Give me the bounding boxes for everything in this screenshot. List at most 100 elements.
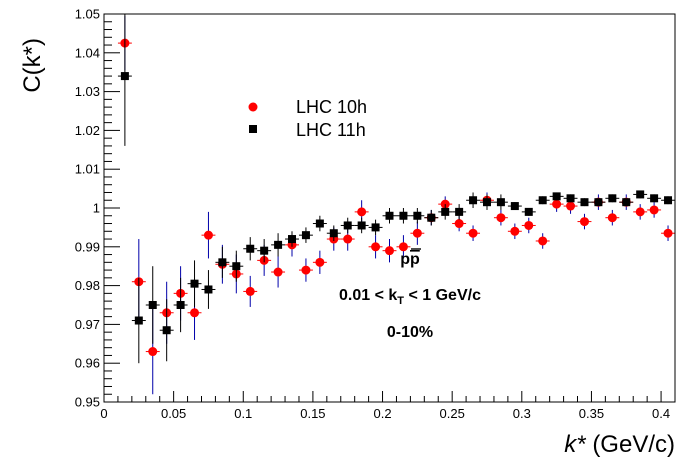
data-point-lhc11h: [482, 198, 491, 207]
y-axis-title-var: C(k*): [19, 38, 46, 93]
data-point-lhc10h: [566, 201, 576, 211]
data-point-lhc11h: [636, 190, 645, 199]
annotation-system-text: pp: [400, 251, 420, 268]
x-axis-title: k* (GeV/c): [564, 431, 675, 458]
data-point-lhc10h: [579, 217, 589, 227]
x-axis-title-unit: (GeV/c): [592, 431, 675, 458]
data-point-lhc11h: [510, 202, 519, 211]
y-tick-label: 1.05: [75, 7, 100, 22]
data-point-lhc11h: [218, 258, 227, 267]
data-point-lhc11h: [399, 211, 408, 220]
data-point-lhc11h: [580, 198, 589, 207]
data-point-lhc10h: [385, 246, 394, 256]
data-point-lhc11h: [329, 229, 338, 238]
legend-label-lhc11h: LHC 11h: [296, 120, 366, 140]
data-point-lhc10h: [315, 257, 325, 267]
data-point-lhc11h: [427, 213, 436, 222]
data-point-lhc11h: [371, 223, 380, 232]
annotation-centrality: 0-10%: [387, 324, 433, 341]
y-tick-label: 0.95: [75, 395, 100, 410]
data-point-lhc11h: [664, 196, 673, 205]
x-tick-label: 0.2: [373, 406, 391, 421]
y-tick-label: 1.01: [75, 162, 100, 177]
data-point-lhc10h: [301, 265, 311, 275]
data-point-lhc11h: [622, 198, 631, 207]
data-point-lhc10h: [663, 228, 673, 238]
legend-marker-circle: [248, 102, 258, 112]
data-point-lhc10h: [190, 308, 200, 318]
data-point-lhc10h: [496, 213, 506, 223]
data-point-lhc11h: [594, 198, 603, 207]
data-point-lhc11h: [162, 326, 171, 335]
data-point-lhc11h: [455, 207, 464, 216]
x-tick-label: 0.4: [652, 406, 670, 421]
data-layer: [117, 14, 675, 395]
x-tick-label: 0.15: [300, 406, 325, 421]
data-point-lhc11h: [134, 316, 143, 325]
data-point-lhc11h: [538, 196, 547, 205]
legend-entry-lhc10h: LHC 10h: [248, 97, 367, 117]
axes-layer: 0 0.05 0.1 0.15 0.2 0.25 0.3 0.35 0.4 0.95 0.96 0.9…: [75, 7, 676, 421]
data-point-lhc11h: [315, 219, 324, 228]
data-point-lhc11h: [343, 221, 352, 230]
data-point-lhc10h: [538, 236, 548, 246]
data-point-lhc11h: [301, 231, 310, 240]
data-point-lhc11h: [274, 240, 283, 249]
data-point-lhc10h: [148, 347, 158, 357]
annotation-system: pp: [400, 248, 421, 268]
data-point-lhc11h: [552, 192, 561, 201]
data-point-lhc11h: [524, 207, 533, 216]
data-point-lhc10h: [203, 230, 213, 240]
data-point-lhc11h: [413, 211, 422, 220]
data-point-lhc11h: [190, 279, 199, 288]
data-point-lhc11h: [120, 72, 129, 81]
data-point-lhc11h: [469, 196, 478, 205]
data-point-lhc11h: [650, 194, 659, 203]
y-axis-title: C(k*): [19, 38, 46, 93]
data-point-lhc10h: [454, 219, 464, 229]
data-point-lhc11h: [148, 301, 157, 309]
x-axis-title-var: k*: [564, 431, 586, 458]
data-point-lhc10h: [510, 226, 520, 236]
y-tick-label: 1.04: [75, 45, 100, 60]
data-point-lhc11h: [246, 244, 255, 253]
y-tick-label: 0.97: [75, 317, 100, 332]
x-tick-label: 0.35: [579, 406, 604, 421]
y-tick-label: 1.02: [75, 123, 100, 138]
data-point-lhc10h: [357, 207, 367, 217]
data-point-lhc10h: [635, 207, 645, 217]
data-point-lhc11h: [566, 194, 575, 203]
data-point-lhc11h: [608, 194, 617, 203]
data-point-lhc10h: [468, 228, 478, 238]
y-tick-label: 1: [93, 201, 100, 216]
data-point-lhc11h: [357, 221, 366, 230]
x-tick-label: 0.1: [234, 406, 252, 421]
data-point-lhc11h: [260, 246, 269, 255]
x-tick-label: 0.25: [440, 406, 465, 421]
data-point-lhc10h: [398, 242, 408, 252]
data-point-lhc10h: [273, 267, 283, 277]
x-tick-label: 0.05: [161, 406, 186, 421]
legend-marker-square: [249, 125, 257, 133]
y-tick-label: 0.99: [75, 239, 100, 254]
legend-label-lhc10h: LHC 10h: [296, 97, 367, 117]
data-point-lhc10h: [245, 286, 255, 296]
legend-entry-lhc11h: LHC 11h: [249, 120, 366, 140]
data-point-lhc11h: [288, 235, 297, 244]
y-tick-label: 1.03: [75, 84, 100, 99]
data-point-lhc11h: [496, 198, 505, 207]
y-tick-label: 0.96: [75, 356, 100, 371]
data-point-lhc11h: [204, 285, 213, 294]
data-point-lhc10h: [649, 205, 659, 215]
data-point-lhc10h: [371, 242, 381, 252]
data-point-lhc11h: [232, 262, 241, 271]
data-point-lhc10h: [607, 213, 617, 223]
data-point-lhc11h: [176, 301, 185, 309]
y-tick-label: 0.98: [75, 278, 100, 293]
data-point-lhc11h: [385, 211, 394, 220]
data-point-lhc10h: [412, 228, 422, 238]
x-tick-label: 0.3: [513, 406, 531, 421]
data-point-lhc10h: [524, 220, 534, 230]
x-tick-label: 0: [100, 406, 107, 421]
